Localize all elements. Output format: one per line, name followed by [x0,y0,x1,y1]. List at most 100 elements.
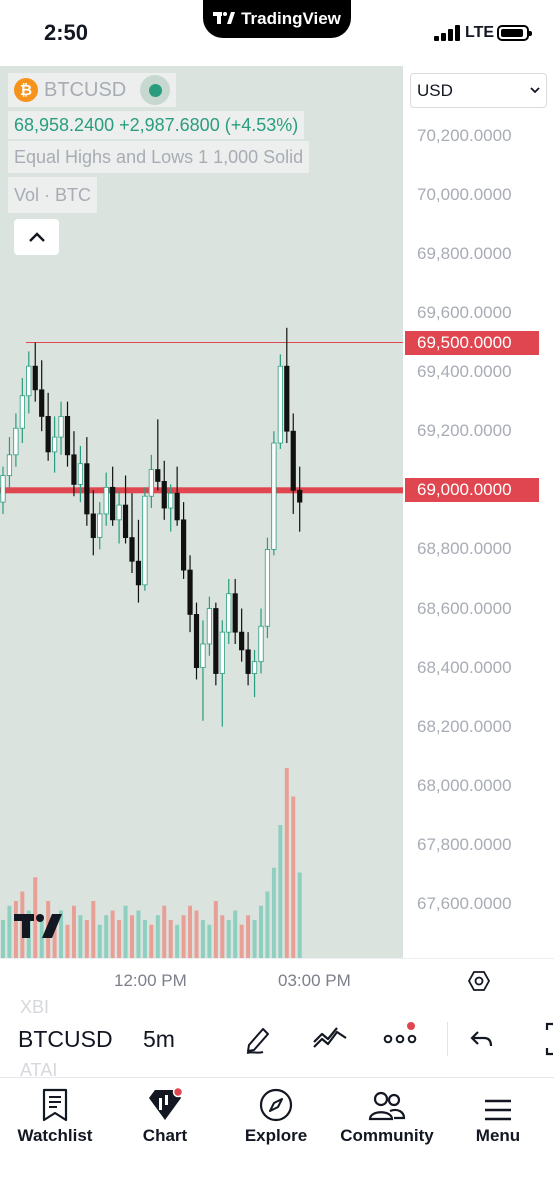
indicators-icon[interactable] [311,1020,349,1058]
currency-select[interactable]: USD [410,73,547,108]
status-time: 2:50 [44,20,89,45]
status-bar: 2:50 TradingView LTE [0,0,554,66]
tab-watchlist[interactable]: Watchlist [0,1078,110,1158]
volume-bar [52,920,57,958]
volume-bar [200,920,205,958]
tab-explore[interactable]: Explore [221,1078,331,1158]
undo-icon[interactable] [463,1020,501,1058]
candle-body [251,661,258,674]
candle-body [90,513,96,538]
notification-dot [407,1022,415,1030]
candle-body [64,416,71,456]
interval-button[interactable]: 5m [143,1026,175,1052]
legend-chart-style[interactable]: Equal Highs and Lows 1 1,000 Solid [8,141,310,173]
candle-body [129,537,135,562]
collapse-legend-button[interactable] [14,219,59,255]
candle-body [297,489,303,503]
drawing-pen-icon[interactable] [240,1020,278,1058]
more-options-icon[interactable] [381,1020,419,1058]
candle-body [142,495,148,586]
candle-body [122,504,129,538]
chart-pane[interactable] [0,66,403,958]
candle-body [206,608,212,645]
candle-body [226,593,232,633]
legend-volume[interactable]: Vol · BTC [8,177,98,213]
volume-bar [117,920,122,958]
chart-settings-icon[interactable] [467,969,491,998]
candle-body [161,481,167,509]
volume-bar [155,915,160,958]
candle-body [239,631,245,651]
volume-bar [59,910,64,958]
volume-bar [188,905,193,958]
symbol-picker-previous[interactable]: XBI [20,1000,50,1017]
volume-bar [13,901,18,958]
volume-bar [271,867,276,958]
app-banner: TradingView [203,0,351,38]
volume-bar [278,825,283,958]
app-name: TradingView [241,9,341,28]
price-scale-label: 68,400.0000 [417,657,512,677]
volume-bar [162,905,167,958]
candle-body [290,430,296,491]
candle-body [213,608,219,674]
price-alert-tag[interactable]: 69,000.0000 [405,478,539,503]
candle-body [219,631,225,674]
volume-bar [291,796,296,958]
tab-label: Explore [244,1126,308,1145]
legend-symbol-row[interactable]: ₿ BTCUSD [8,73,177,107]
volume-bar [239,924,244,958]
volume-bar [142,920,147,958]
candlestick-chart[interactable] [0,66,403,958]
candle-body [110,486,116,521]
tab-chart[interactable]: Chart [110,1078,220,1158]
price-scale-label: 68,000.0000 [417,775,512,795]
volume-bar [297,872,302,958]
tab-label: Chart [142,1126,188,1145]
price-scale-label: 68,800.0000 [417,539,512,559]
candle-body [180,519,187,571]
symbol-picker[interactable]: BTCUSD [18,1026,113,1052]
volume-bar [213,901,218,958]
battery-icon [497,25,532,41]
volume-bar [259,905,263,958]
volume-bar [91,901,96,958]
volume-bar [194,910,199,958]
candle-body [71,454,77,485]
price-scale-label: 69,800.0000 [417,243,512,263]
volume-bar [78,915,83,958]
candle-body [258,625,264,663]
price-scale-label: 68,600.0000 [417,598,512,618]
candle-body [84,463,90,515]
toolbar-divider [447,1022,448,1056]
price-alert-tag[interactable]: 69,500.0000 [405,330,539,355]
candle-body [45,416,51,453]
tradingview-watermark-icon [14,912,64,945]
chart-toolbar: XBI BTCUSD ATAI 5m [0,1000,554,1078]
volume-bar [284,768,289,958]
candle-body [168,492,174,509]
candle-body [116,504,122,521]
chevron-down-icon [530,74,540,119]
volume-bar [207,924,212,958]
tradingview-logo-icon [213,11,236,28]
volume-bar [181,915,186,958]
candle-body [271,442,277,550]
volume-bar [168,920,173,958]
market-open-icon [140,75,171,105]
volume-bar [246,915,251,958]
fullscreen-icon[interactable] [530,1020,554,1058]
chart-icon [145,1078,185,1126]
tab-label: Watchlist [17,1126,93,1145]
tab-community[interactable]: Community [332,1078,442,1158]
tab-menu[interactable]: Menu [443,1078,553,1158]
tab-bar: Watchlist Chart Explore Community Menu [0,1078,554,1199]
time-axis[interactable]: 12:00 PM 03:00 PM [0,958,554,1000]
compass-icon [259,1078,293,1126]
time-axis-label: 12:00 PM [114,971,187,990]
symbol-picker-next[interactable]: ATAI [20,1060,58,1078]
candle-body [174,492,180,521]
volume-bar [110,910,115,958]
candle-body [148,469,154,497]
price-scale[interactable]: 70,200.0000 70,000.0000 69,800.0000 69,600.… [403,66,554,958]
